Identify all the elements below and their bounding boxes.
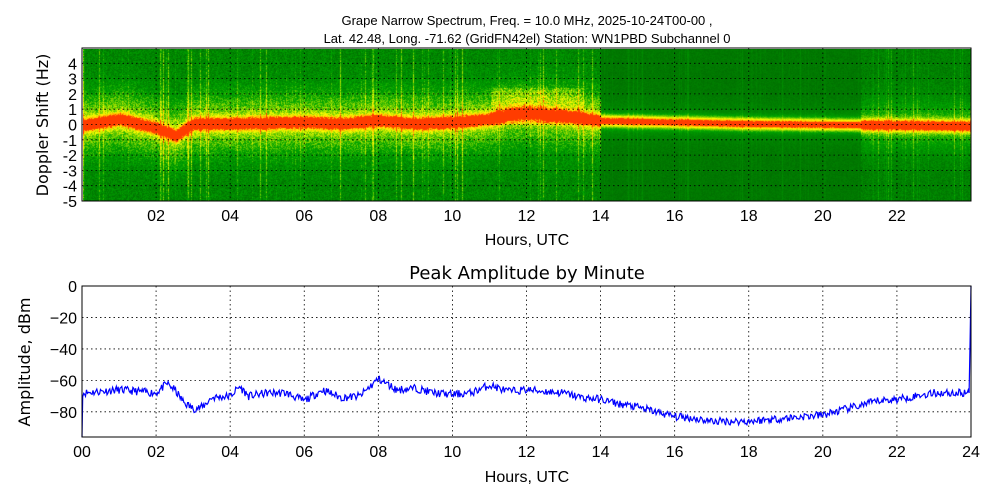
spectrum-xlabel: Hours, UTC — [485, 232, 569, 249]
amplitude-frame — [81, 285, 972, 438]
spectrum-xtick-label: 20 — [814, 208, 832, 225]
amplitude-xtick-label: 18 — [740, 444, 758, 461]
amplitude-xtick-label: 22 — [888, 444, 906, 461]
spectrum-title-line1: Grape Narrow Spectrum, Freq. = 10.0 MHz,… — [341, 13, 712, 28]
amplitude-xtick-label: 08 — [369, 444, 387, 461]
spectrum-ytick-label: -2 — [63, 148, 77, 165]
spectrum-ytick-label: -3 — [63, 163, 77, 180]
amplitude-xtick-label: 14 — [592, 444, 610, 461]
amplitude-xtick-label: 20 — [814, 444, 832, 461]
amplitude-ytick-label: −80 — [50, 405, 77, 422]
spectrum-ytick-label: -5 — [63, 194, 77, 211]
spectrum-ytick-label: 3 — [68, 72, 77, 89]
spectrum-xtick-label: 06 — [295, 208, 313, 225]
spectrum-ytick-label: 0 — [68, 118, 77, 135]
spectrum-ytick-label: 1 — [68, 102, 77, 119]
spectrum-xtick-label: 12 — [518, 208, 536, 225]
amplitude-xtick-label: 02 — [147, 444, 165, 461]
spectrum-ytick-label: 2 — [68, 87, 77, 104]
spectrum-title-line2: Lat. 42.48, Long. -71.62 (GridFN42el) St… — [324, 31, 731, 46]
amplitude-series-line — [81, 285, 972, 438]
spectrum-xtick-label: 02 — [147, 208, 165, 225]
spectrum-xtick-label: 18 — [740, 208, 758, 225]
spectrum-xtick-label: 14 — [592, 208, 610, 225]
spectrum-ylabel: Doppler Shift (Hz) — [33, 54, 52, 197]
amplitude-ytick-label: −60 — [50, 373, 77, 390]
amplitude-xtick-label: 06 — [295, 444, 313, 461]
amplitude-ytick-label: 0 — [68, 279, 77, 296]
amplitude-ylabel: Amplitude, dBm — [15, 298, 34, 427]
amplitude-xtick-label: 10 — [444, 444, 462, 461]
spectrum-frame — [81, 47, 972, 202]
amplitude-ytick-label: −40 — [50, 342, 77, 359]
spectrum-xtick-label: 10 — [444, 208, 462, 225]
amplitude-xtick-label: 00 — [73, 444, 91, 461]
spectrum-xtick-label: 04 — [221, 208, 239, 225]
amplitude-ytick-label: −20 — [50, 310, 77, 327]
spectrum-xtick-label: 16 — [666, 208, 684, 225]
amplitude-xtick-label: 16 — [666, 444, 684, 461]
spectrum-ytick-label: -1 — [63, 133, 77, 150]
spectrum-xtick-label: 22 — [888, 208, 906, 225]
amplitude-xtick-label: 04 — [221, 444, 239, 461]
amplitude-xlabel: Hours, UTC — [485, 469, 569, 486]
amplitude-title: Peak Amplitude by Minute — [409, 263, 645, 284]
amplitude-xtick-label: 12 — [518, 444, 536, 461]
amplitude-xtick-label: 24 — [962, 444, 980, 461]
amplitude-axes: 00 02 04 06 08 10 12 14 16 18 20 22 24 0 −20 −40 −60 −80 — [50, 279, 980, 461]
spectrum-ytick-label: 4 — [68, 56, 77, 73]
spectrum-ytick-label: -4 — [63, 179, 77, 196]
spectrum-xtick-label: 08 — [369, 208, 387, 225]
